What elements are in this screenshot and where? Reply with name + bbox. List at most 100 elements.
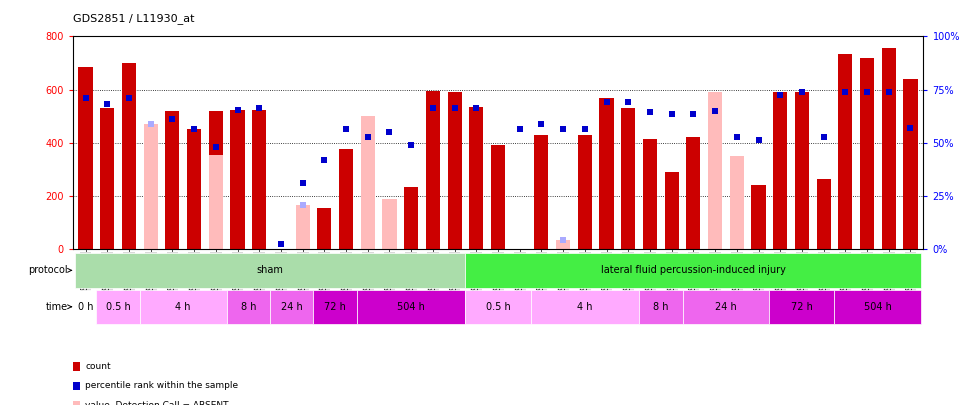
Point bbox=[382, 129, 397, 135]
Text: count: count bbox=[85, 362, 110, 371]
Bar bbox=[751, 185, 766, 249]
Point bbox=[403, 142, 419, 149]
Bar bbox=[361, 137, 375, 249]
Point bbox=[686, 110, 701, 117]
Bar bbox=[97, 290, 140, 324]
Point bbox=[143, 121, 159, 128]
Text: 0.5 h: 0.5 h bbox=[105, 302, 131, 312]
Bar bbox=[643, 139, 657, 249]
Bar bbox=[209, 155, 222, 249]
Bar bbox=[774, 92, 787, 249]
Text: sham: sham bbox=[256, 265, 283, 275]
Bar bbox=[600, 98, 614, 249]
Point bbox=[773, 92, 788, 98]
Bar bbox=[209, 111, 222, 249]
Point bbox=[425, 105, 441, 111]
Bar bbox=[683, 290, 770, 324]
Bar bbox=[404, 187, 419, 249]
Bar bbox=[339, 149, 353, 249]
Text: 72 h: 72 h bbox=[324, 302, 346, 312]
Point bbox=[469, 105, 484, 111]
Text: GDS2851 / L11930_at: GDS2851 / L11930_at bbox=[73, 13, 194, 24]
Bar bbox=[903, 79, 918, 249]
Point bbox=[621, 98, 636, 105]
Point bbox=[750, 137, 766, 143]
Point bbox=[121, 94, 136, 101]
Point bbox=[295, 202, 310, 209]
Point bbox=[881, 89, 896, 96]
Point bbox=[77, 94, 93, 101]
Bar bbox=[313, 290, 357, 324]
Point bbox=[860, 89, 875, 96]
Text: 24 h: 24 h bbox=[280, 302, 303, 312]
Bar bbox=[144, 124, 158, 249]
Bar bbox=[465, 253, 922, 288]
Text: 4 h: 4 h bbox=[577, 302, 593, 312]
Bar bbox=[101, 108, 114, 249]
Point bbox=[230, 106, 246, 113]
Bar bbox=[770, 290, 835, 324]
Bar bbox=[226, 290, 270, 324]
Bar bbox=[577, 135, 592, 249]
Text: 72 h: 72 h bbox=[791, 302, 813, 312]
Text: time: time bbox=[46, 302, 69, 312]
Bar bbox=[556, 240, 571, 249]
Point bbox=[274, 241, 289, 247]
Point bbox=[187, 126, 202, 133]
Bar bbox=[795, 92, 809, 249]
Bar bbox=[448, 92, 461, 249]
Bar bbox=[469, 107, 484, 249]
Text: value, Detection Call = ABSENT: value, Detection Call = ABSENT bbox=[85, 401, 228, 405]
Point bbox=[555, 237, 571, 243]
Point bbox=[164, 115, 180, 122]
Bar bbox=[252, 109, 266, 249]
Point bbox=[295, 179, 310, 186]
Bar bbox=[535, 135, 548, 249]
Bar bbox=[74, 253, 465, 288]
Bar bbox=[78, 67, 93, 249]
Point bbox=[794, 89, 809, 96]
Bar bbox=[361, 116, 375, 249]
Bar bbox=[621, 108, 635, 249]
Text: protocol: protocol bbox=[29, 265, 69, 275]
Point bbox=[816, 134, 832, 141]
Bar bbox=[122, 63, 136, 249]
Bar bbox=[382, 198, 396, 249]
Bar bbox=[74, 290, 97, 324]
Text: 504 h: 504 h bbox=[397, 302, 425, 312]
Bar bbox=[531, 290, 639, 324]
Text: 504 h: 504 h bbox=[864, 302, 892, 312]
Bar bbox=[708, 92, 722, 249]
Bar bbox=[816, 179, 831, 249]
Bar bbox=[187, 130, 201, 249]
Point bbox=[903, 125, 919, 131]
Bar bbox=[230, 109, 245, 249]
Point bbox=[208, 143, 223, 150]
Point bbox=[360, 134, 375, 141]
Bar bbox=[140, 290, 226, 324]
Text: percentile rank within the sample: percentile rank within the sample bbox=[85, 382, 238, 390]
Point bbox=[338, 126, 354, 133]
Point bbox=[251, 105, 267, 111]
Text: 4 h: 4 h bbox=[175, 302, 191, 312]
Point bbox=[512, 126, 527, 133]
Text: 0 h: 0 h bbox=[77, 302, 93, 312]
Text: 0.5 h: 0.5 h bbox=[485, 302, 511, 312]
Point bbox=[599, 98, 614, 105]
Text: lateral fluid percussion-induced injury: lateral fluid percussion-induced injury bbox=[601, 265, 786, 275]
Bar bbox=[465, 290, 531, 324]
Bar bbox=[491, 145, 505, 249]
Bar bbox=[687, 137, 700, 249]
Bar bbox=[860, 58, 874, 249]
Point bbox=[577, 126, 593, 133]
Bar bbox=[270, 290, 313, 324]
Bar bbox=[357, 290, 465, 324]
Bar bbox=[664, 172, 679, 249]
Bar bbox=[639, 290, 683, 324]
Bar bbox=[835, 290, 922, 324]
Text: 8 h: 8 h bbox=[241, 302, 256, 312]
Point bbox=[729, 134, 745, 141]
Bar bbox=[730, 156, 744, 249]
Point bbox=[100, 101, 115, 107]
Text: 8 h: 8 h bbox=[653, 302, 668, 312]
